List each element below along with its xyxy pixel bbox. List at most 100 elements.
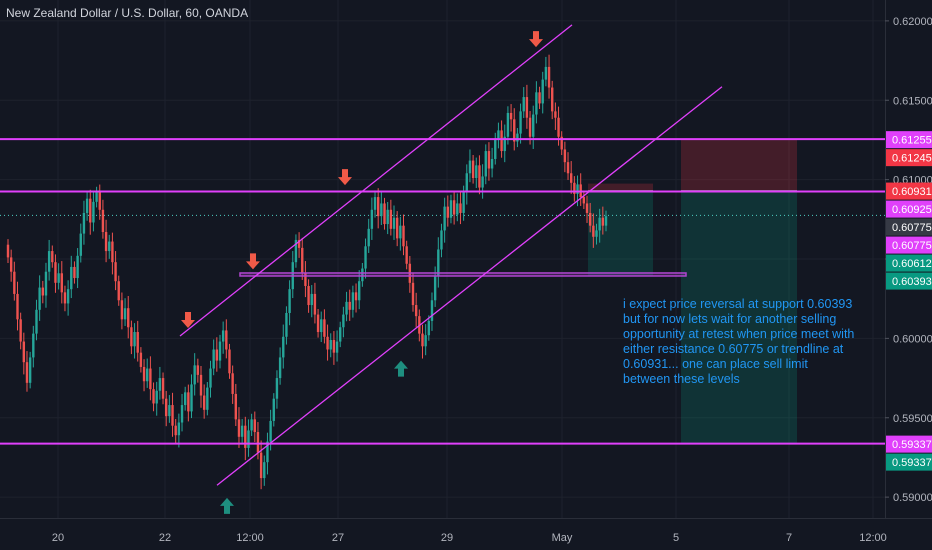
- candle: [225, 319, 228, 359]
- candle-body: [240, 425, 244, 437]
- candle-body: [130, 327, 133, 347]
- candle-body: [345, 301, 348, 315]
- support-zone-band: [239, 272, 687, 277]
- candle: [405, 240, 408, 270]
- candle-body: [183, 392, 187, 406]
- candle-body: [468, 160, 472, 174]
- candle: [320, 311, 323, 343]
- candle: [427, 315, 431, 341]
- candle: [168, 395, 171, 423]
- candle: [22, 332, 26, 375]
- price-tag-label: 0.60775: [892, 240, 932, 252]
- candle-body: [490, 158, 494, 169]
- candle: [117, 275, 120, 306]
- candle: [532, 105, 535, 149]
- candle: [38, 275, 41, 321]
- candle-body: [114, 262, 117, 282]
- candle-body: [373, 197, 377, 210]
- candle: [152, 382, 155, 412]
- candle-body: [38, 287, 41, 310]
- price-tag-bg: [886, 435, 932, 453]
- candle: [247, 419, 250, 457]
- candle: [51, 245, 54, 268]
- candle-body: [225, 330, 228, 350]
- candle-body: [266, 441, 269, 463]
- candle-body: [234, 393, 238, 420]
- candle-body: [57, 273, 60, 283]
- candle: [60, 261, 63, 304]
- y-tick-label: 0.62000: [893, 16, 932, 28]
- candle-body: [538, 92, 541, 104]
- candle: [183, 386, 187, 411]
- candle: [288, 280, 291, 326]
- price-tag-label: 0.60925: [892, 204, 932, 216]
- candle-body: [6, 244, 10, 258]
- candle: [196, 358, 200, 383]
- candle: [244, 416, 247, 461]
- price-tag: 0.61255: [886, 131, 932, 149]
- candle-body: [459, 203, 462, 213]
- candle: [114, 251, 117, 291]
- candle: [595, 223, 598, 245]
- candle: [146, 358, 149, 388]
- candle: [9, 249, 13, 282]
- price-tag-bg: [886, 200, 932, 218]
- candle: [468, 149, 472, 183]
- candle-body: [76, 255, 79, 279]
- candle: [551, 80, 554, 120]
- lower-channel-trendline: [216, 86, 723, 486]
- candle-body: [218, 341, 222, 361]
- candle: [516, 128, 519, 148]
- candle-body: [320, 319, 323, 333]
- candle-body: [247, 430, 250, 448]
- candle: [487, 142, 491, 181]
- candle: [101, 199, 105, 239]
- price-tag-bg: [886, 182, 932, 200]
- candle: [282, 324, 285, 369]
- candle: [285, 306, 288, 345]
- candle: [250, 413, 253, 437]
- x-tick-label: 22: [159, 532, 171, 544]
- candle-body: [551, 87, 554, 112]
- x-tick-label: 12:00: [236, 532, 264, 544]
- candle-body: [427, 320, 431, 336]
- candle-body: [152, 389, 155, 404]
- price-tag: 0.59337: [886, 435, 932, 453]
- candle-body: [168, 405, 171, 417]
- candle: [601, 206, 605, 235]
- candle-body: [193, 365, 196, 385]
- candle: [297, 232, 301, 258]
- candle: [440, 223, 443, 258]
- candle: [95, 186, 98, 208]
- candle-body: [215, 349, 219, 361]
- candle-body: [332, 339, 336, 353]
- candle-body: [60, 273, 63, 293]
- candle-body: [108, 241, 111, 252]
- candle-body: [323, 319, 326, 337]
- candle: [484, 144, 487, 185]
- candle: [190, 374, 193, 419]
- candle: [155, 381, 158, 416]
- candle-body: [221, 330, 225, 342]
- y-tick-label: 0.60000: [893, 333, 932, 345]
- candle-body: [253, 419, 256, 433]
- candle-body: [158, 378, 162, 391]
- candle-body: [111, 241, 114, 263]
- candle-body: [563, 149, 567, 163]
- candle-body: [443, 206, 446, 231]
- candle: [588, 202, 592, 233]
- candle-body: [519, 111, 522, 134]
- candle-body: [326, 336, 329, 350]
- candle: [437, 237, 440, 288]
- candle-body: [187, 392, 190, 412]
- candle: [76, 248, 79, 289]
- candle-body: [361, 268, 364, 282]
- price-tag: 0.60925: [886, 200, 932, 218]
- sell-arrow-icon: [529, 31, 543, 48]
- candle-body: [70, 266, 73, 290]
- candle: [456, 193, 459, 222]
- candle-body: [142, 366, 146, 382]
- candle-body: [209, 368, 212, 388]
- candle-body: [500, 130, 503, 152]
